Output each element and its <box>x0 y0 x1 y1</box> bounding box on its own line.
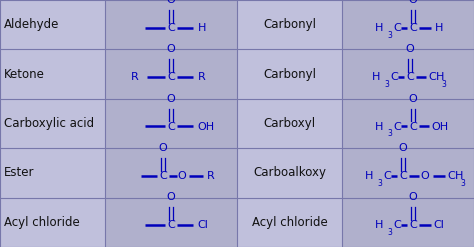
Bar <box>105 0 237 49</box>
Bar <box>342 0 474 49</box>
Text: H: H <box>372 72 380 82</box>
Text: OH: OH <box>431 122 448 131</box>
Text: H: H <box>374 220 383 230</box>
Text: Ketone: Ketone <box>4 68 45 81</box>
Text: R: R <box>198 72 206 82</box>
Text: C: C <box>409 122 417 131</box>
Bar <box>0 0 105 49</box>
Text: H: H <box>436 72 444 82</box>
Bar <box>0 148 105 198</box>
Text: Aldehyde: Aldehyde <box>4 18 59 31</box>
Text: O: O <box>159 143 167 153</box>
Text: C: C <box>406 72 414 82</box>
Text: Acyl chloride: Acyl chloride <box>252 216 328 229</box>
Text: C: C <box>383 171 391 181</box>
Bar <box>105 49 237 99</box>
Bar <box>237 0 342 49</box>
Text: Cl: Cl <box>197 220 208 230</box>
Bar <box>105 99 237 148</box>
Text: C: C <box>447 171 455 181</box>
Bar <box>342 99 474 148</box>
Text: O: O <box>406 44 414 54</box>
Text: O: O <box>167 44 175 54</box>
Text: C: C <box>409 220 417 230</box>
Bar <box>237 198 342 247</box>
Bar <box>237 49 342 99</box>
Bar <box>105 148 237 198</box>
Text: Ester: Ester <box>4 166 35 179</box>
Text: O: O <box>167 192 175 202</box>
Text: O: O <box>178 171 186 181</box>
Text: O: O <box>409 0 418 5</box>
Text: 3: 3 <box>441 80 446 89</box>
Text: Carbonyl: Carbonyl <box>263 18 316 31</box>
Text: C: C <box>399 171 407 181</box>
Bar <box>342 49 474 99</box>
Bar <box>0 198 105 247</box>
Text: 3: 3 <box>384 80 389 89</box>
Text: O: O <box>409 94 418 103</box>
Text: O: O <box>399 143 407 153</box>
Bar <box>237 148 342 198</box>
Bar <box>342 148 474 198</box>
Bar <box>0 49 105 99</box>
Text: C: C <box>393 23 401 33</box>
Bar <box>105 198 237 247</box>
Text: 3: 3 <box>387 129 392 139</box>
Bar <box>0 99 105 148</box>
Text: Cl: Cl <box>433 220 444 230</box>
Text: C: C <box>393 122 401 131</box>
Text: O: O <box>167 0 175 5</box>
Bar <box>342 198 474 247</box>
Text: H: H <box>198 23 206 33</box>
Bar <box>237 99 342 148</box>
Text: OH: OH <box>197 122 214 131</box>
Text: Carbonyl: Carbonyl <box>263 68 316 81</box>
Text: 3: 3 <box>387 228 392 237</box>
Text: H: H <box>374 23 383 33</box>
Text: C: C <box>167 72 175 82</box>
Text: 3: 3 <box>387 31 392 40</box>
Text: C: C <box>167 23 175 33</box>
Text: H: H <box>365 171 373 181</box>
Text: 3: 3 <box>377 179 382 188</box>
Text: O: O <box>167 94 175 103</box>
Text: Carboxyl: Carboxyl <box>264 117 316 130</box>
Text: O: O <box>409 192 418 202</box>
Text: C: C <box>167 220 175 230</box>
Text: O: O <box>420 171 429 181</box>
Text: Carboxylic acid: Carboxylic acid <box>4 117 94 130</box>
Text: C: C <box>167 122 175 131</box>
Text: H: H <box>435 23 443 33</box>
Text: 3: 3 <box>460 179 465 188</box>
Text: R: R <box>207 171 215 181</box>
Text: C: C <box>393 220 401 230</box>
Text: Acyl chloride: Acyl chloride <box>4 216 80 229</box>
Text: C: C <box>159 171 167 181</box>
Text: C: C <box>409 23 417 33</box>
Text: H: H <box>455 171 464 181</box>
Text: C: C <box>428 72 436 82</box>
Text: C: C <box>390 72 398 82</box>
Text: H: H <box>374 122 383 131</box>
Text: Carboalkoxy: Carboalkoxy <box>253 166 326 179</box>
Text: R: R <box>131 72 139 82</box>
